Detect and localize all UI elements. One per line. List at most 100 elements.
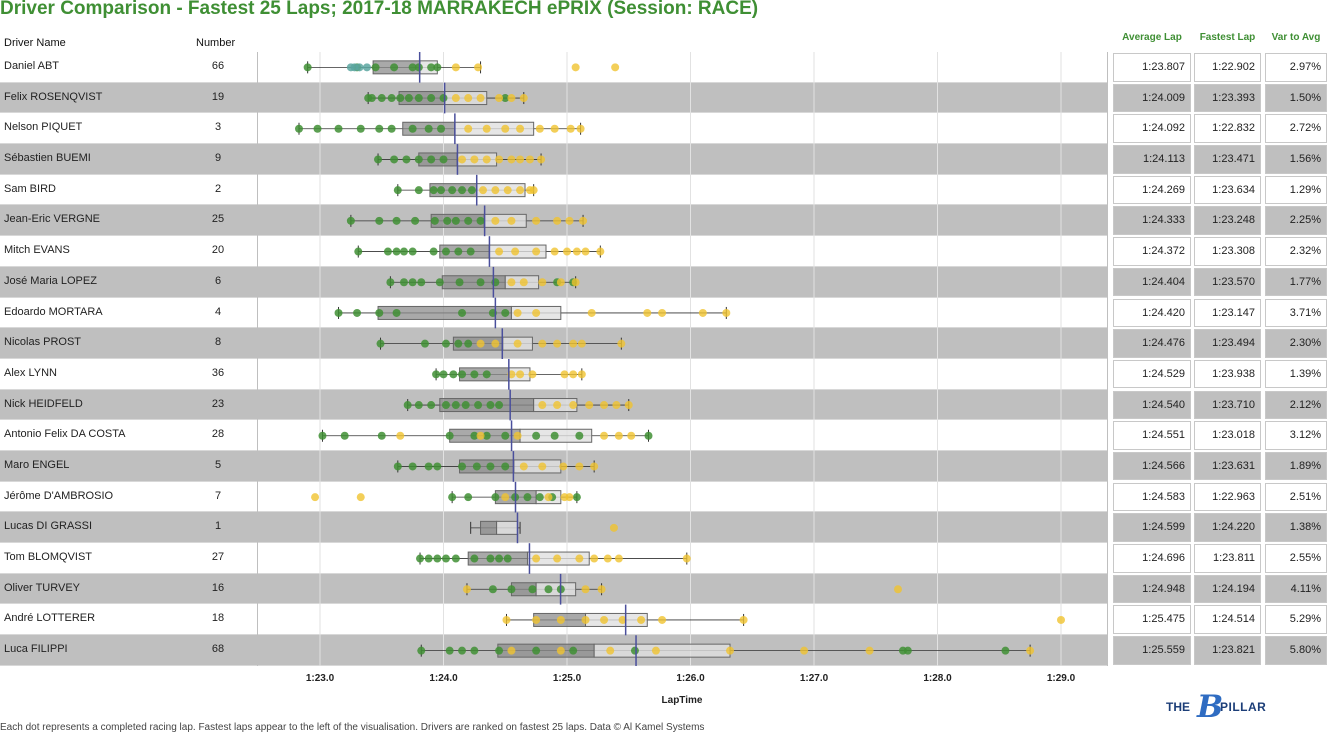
lap-dot-gold <box>682 554 691 563</box>
x-tick-label: 1:26.0 <box>676 673 705 684</box>
lap-dot-green <box>383 247 392 256</box>
lap-dot-green <box>411 216 420 225</box>
lap-dot-green <box>427 401 436 410</box>
lap-dot-green <box>414 63 423 72</box>
lap-dot-gold <box>519 94 528 103</box>
lap-dot-gold <box>1026 646 1035 655</box>
lap-dot-gold <box>311 493 320 502</box>
driver-number: 9 <box>214 152 222 165</box>
table-row: Lucas DI GRASSI 1 1:24.599 1:24.220 1.38% <box>0 512 1332 543</box>
lap-dot-green <box>414 94 423 103</box>
average-lap-cell: 1:24.372 <box>1113 237 1191 266</box>
driver-number: 1 <box>214 520 222 533</box>
lap-dot-gold <box>618 615 627 624</box>
lap-dot-green <box>399 247 408 256</box>
lap-dot-green <box>476 216 485 225</box>
lap-dot-green <box>501 94 510 103</box>
table-row: Tom BLOMQVIST 27 1:24.696 1:23.811 2.55% <box>0 543 1332 574</box>
lap-dot-green <box>392 247 401 256</box>
lap-dot-gold <box>581 247 590 256</box>
lap-dot-green <box>575 431 584 440</box>
lap-dot-gold <box>590 554 599 563</box>
fastest-lap-cell: 1:24.514 <box>1194 605 1261 634</box>
lap-dot-green <box>439 155 448 164</box>
lap-dot-green <box>374 155 383 164</box>
lap-dot-green <box>466 247 475 256</box>
driver-name: Oliver TURVEY <box>4 581 81 594</box>
lap-dot-gold <box>532 308 541 317</box>
lap-dot-green <box>445 646 454 655</box>
var-to-avg-cell: 1.50% <box>1265 83 1327 113</box>
fastest-lap-cell: 1:23.570 <box>1194 267 1261 297</box>
fastest-lap-cell: 1:23.710 <box>1194 390 1261 420</box>
lap-dot-gold <box>609 523 618 532</box>
average-lap-cell: 1:24.529 <box>1113 359 1191 389</box>
lap-dot-gold <box>587 308 596 317</box>
lap-dot-green <box>488 585 497 594</box>
row-divider <box>0 173 1108 175</box>
footer-note: Each dot represents a completed racing l… <box>0 722 705 733</box>
lap-dot-green <box>375 124 384 133</box>
lap-dot-green <box>451 554 460 563</box>
lap-dot-green <box>507 585 516 594</box>
lap-dot-green <box>470 554 479 563</box>
table-row: Nicolas PROST 8 1:24.476 1:23.494 2.30% <box>0 328 1332 359</box>
lap-dot-green <box>474 401 483 410</box>
lap-dot-green <box>346 216 355 225</box>
table-row: Felix ROSENQVIST 19 1:24.009 1:23.393 1.50% <box>0 82 1332 114</box>
fastest-lap-cell: 1:23.018 <box>1194 421 1261 450</box>
driver-name: Tom BLOMQVIST <box>4 551 93 563</box>
lap-dot-gold <box>451 94 460 103</box>
lap-dot-green <box>472 462 481 471</box>
x-tick-label: 1:27.0 <box>800 673 829 684</box>
var-to-avg-cell: 1.29% <box>1265 175 1327 205</box>
lap-dot-gold <box>532 216 541 225</box>
driver-name: Maro ENGEL <box>4 458 70 471</box>
driver-name: Edoardo MORTARA <box>4 305 103 318</box>
lap-dot-gold <box>600 401 609 410</box>
driver-name: Nelson PIQUET <box>4 121 83 134</box>
table-row: Sam BIRD 2 1:24.269 1:23.634 1.29% <box>0 174 1332 206</box>
lap-dot-gold <box>698 308 707 317</box>
lap-dot-green <box>464 339 473 348</box>
lap-dot-green <box>458 462 467 471</box>
lap-dot-green <box>441 339 450 348</box>
lap-dot-green <box>414 155 423 164</box>
lap-dot-gold <box>612 401 621 410</box>
lap-dot-green <box>390 155 399 164</box>
driver-name: Sébastien BUEMI <box>4 152 91 165</box>
lap-dot-gold <box>585 401 594 410</box>
row-divider <box>0 327 1108 329</box>
lap-dot-green <box>402 155 411 164</box>
lap-dot-gold <box>726 646 735 655</box>
lap-dot-green <box>427 63 436 72</box>
driver-name: Nicolas PROST <box>4 336 82 349</box>
driver-number: 36 <box>211 366 225 379</box>
row-divider <box>0 511 1108 513</box>
driver-name: Sam BIRD <box>4 182 56 195</box>
lap-dot-gold <box>513 339 522 348</box>
driver-number: 23 <box>211 397 225 410</box>
x-tick-label: 1:29.0 <box>1047 673 1076 684</box>
driver-number: 68 <box>211 643 225 656</box>
driver-number: 27 <box>211 551 225 563</box>
average-lap-cell: 1:24.566 <box>1113 451 1191 481</box>
lap-dot-gold <box>464 94 473 103</box>
x-axis-title: LapTime <box>662 695 703 706</box>
fastest-lap-cell: 1:24.194 <box>1194 574 1261 604</box>
lap-dot-green <box>432 370 441 379</box>
lap-dot-gold <box>507 155 516 164</box>
lap-dot-gold <box>537 155 546 164</box>
lap-dot-green <box>387 124 396 133</box>
average-lap-cell: 1:24.113 <box>1113 145 1191 174</box>
lap-dot-gold <box>597 585 606 594</box>
fastest-lap-cell: 1:23.147 <box>1194 298 1261 327</box>
row-background <box>0 144 1108 175</box>
lap-dot-green <box>439 370 448 379</box>
lap-dot-green <box>464 493 473 502</box>
lap-dot-gold <box>572 247 581 256</box>
driver-number: 8 <box>214 336 222 349</box>
lap-dot-green <box>491 278 500 287</box>
row-divider <box>0 296 1108 298</box>
var-to-avg-cell: 2.51% <box>1265 482 1327 512</box>
